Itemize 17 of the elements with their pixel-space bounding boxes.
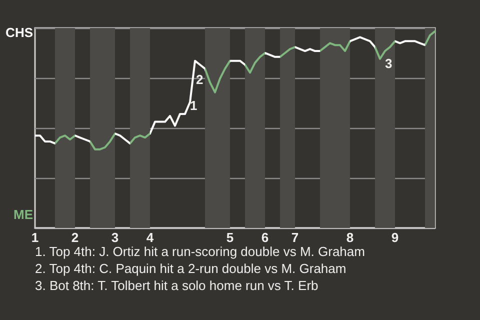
- text: 1. Top 4th: J. Ortiz hit a run-scoring double vs M. Graham: [35, 244, 365, 259]
- x-tick-label: 9: [391, 230, 399, 245]
- x-tick-label: 8: [346, 230, 354, 245]
- text: CHS: [6, 25, 34, 40]
- x-tick-label: 3: [111, 230, 119, 245]
- text: 3. Bot 8th: T. Tolbert hit a solo home run vs T. Erb: [35, 278, 318, 293]
- x-tick-label: 6: [261, 230, 269, 245]
- text: 2. Top 4th: C. Paquin hit a 2-run double vs M. Graham: [35, 261, 346, 276]
- x-tick-label: 1: [31, 230, 39, 245]
- annotation: 3: [385, 56, 392, 71]
- annotation: 2: [196, 72, 204, 87]
- x-tick-label: 5: [226, 230, 234, 245]
- x-tick-label: 2: [71, 230, 79, 245]
- x-tick-label: 7: [291, 230, 299, 245]
- x-tick-label: 4: [146, 230, 154, 245]
- text: ME: [14, 207, 34, 222]
- annotation: 1: [190, 98, 198, 113]
